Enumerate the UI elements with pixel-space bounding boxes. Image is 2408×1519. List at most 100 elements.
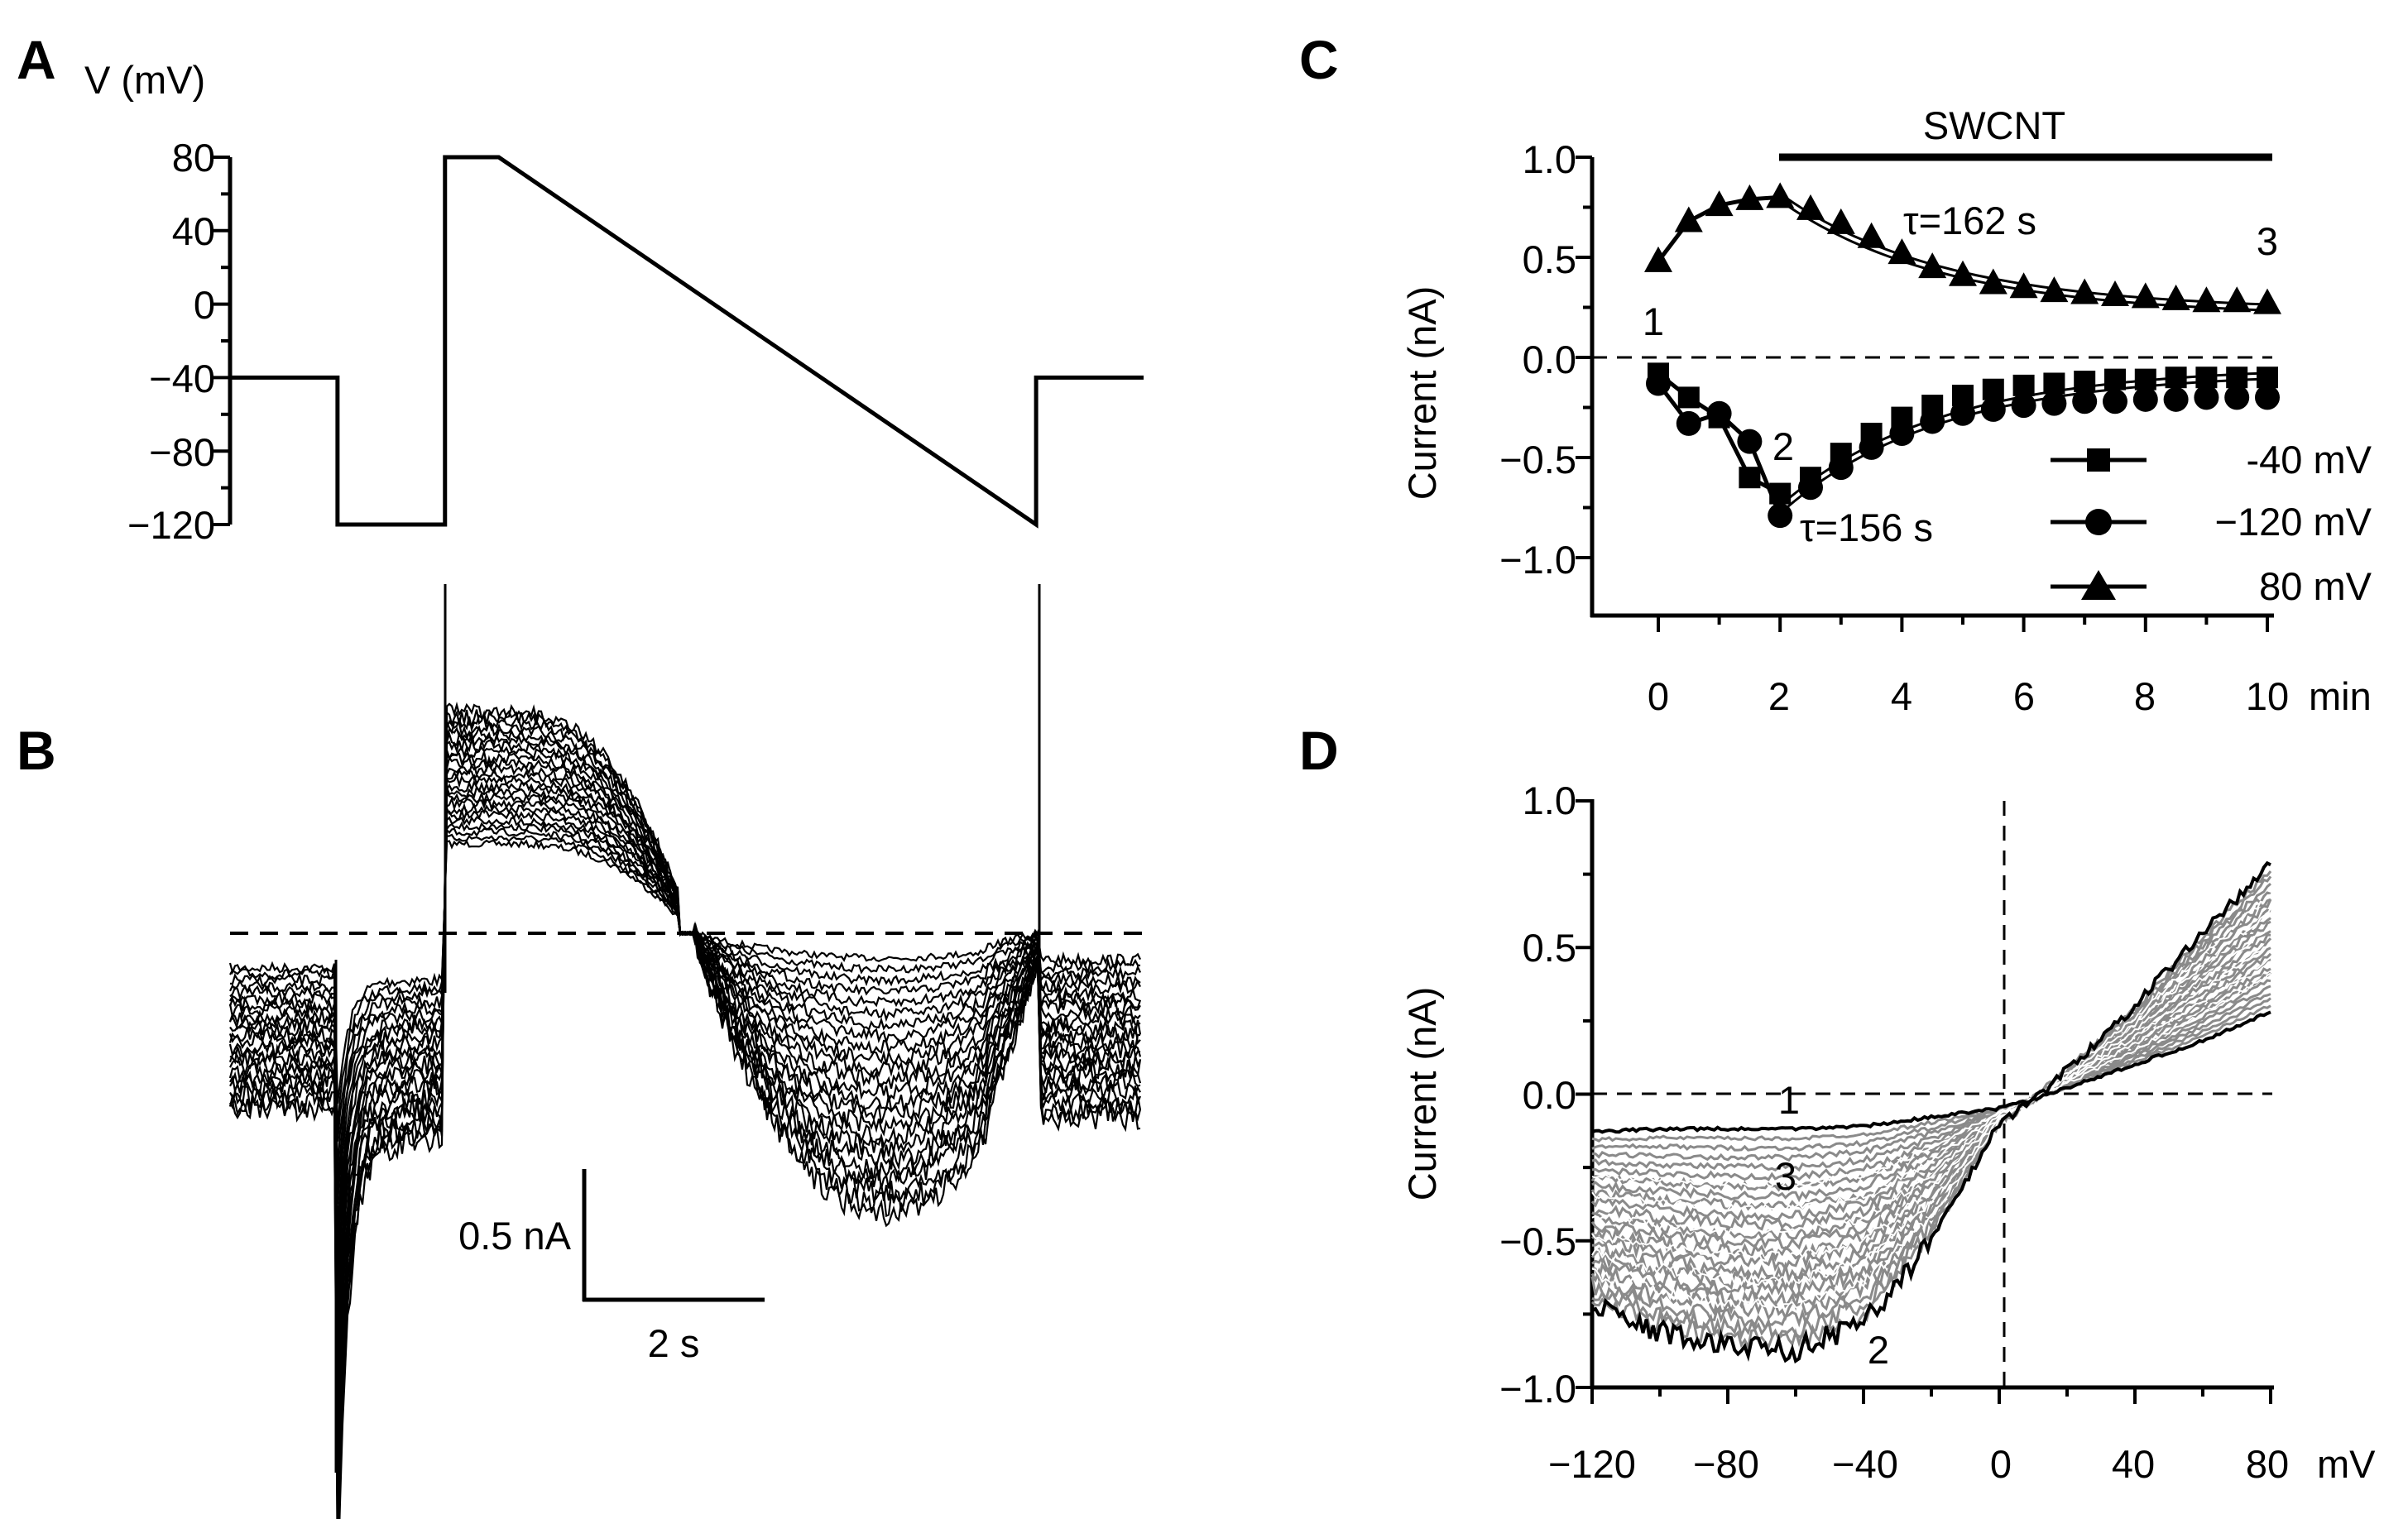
legend-triangle-marker xyxy=(2081,570,2116,600)
panel-c-point-square xyxy=(1677,386,1700,409)
panel-d-trace-white xyxy=(1591,956,2271,1212)
panel-d-xtick-label: 40 xyxy=(2112,1442,2155,1486)
panel-d-trace-white xyxy=(1591,943,2271,1237)
panel-c-point-square xyxy=(2195,367,2218,389)
panel-c-ytick-label: −0.5 xyxy=(1499,438,1576,482)
panel-c-point-triangle xyxy=(1979,268,2007,295)
panel-c-point-triangle xyxy=(2192,286,2221,313)
panel-c-point-circle xyxy=(1920,409,1945,434)
panel-d-xtick-label: −80 xyxy=(1693,1442,1759,1486)
panel-d-xtick-label: −120 xyxy=(1548,1442,1636,1486)
panel-c-point-circle xyxy=(1646,371,1671,396)
panel-d-trace-gray xyxy=(1591,917,2271,1283)
panel-a-voltage-protocol: V (mV) 80 40 0 −40 −80 −120 xyxy=(84,58,1144,547)
panel-c-point-circle xyxy=(1737,429,1763,454)
panel-d-xtick-label: 0 xyxy=(1990,1442,2012,1486)
panel-a-ticks xyxy=(213,156,230,526)
panel-b-trace xyxy=(229,714,1142,1519)
legend-square-marker xyxy=(2087,448,2110,472)
panel-c-time-course: 1.0 0.5 0.0 −0.5 −1.0 0 2 4 6 8 10 min C… xyxy=(1400,103,2372,718)
panel-b-current-traces: 0.5 nA 2 s xyxy=(228,584,1142,1519)
panel-b-trace xyxy=(229,701,1141,1519)
panel-d-trace-1 xyxy=(1591,1010,2271,1134)
panel-c-ylabel: Current (nA) xyxy=(1400,286,1444,501)
panel-b-trace xyxy=(229,725,1141,1490)
panel-c-ytick-label: −1.0 xyxy=(1499,538,1576,582)
legend-circle-marker xyxy=(2085,509,2112,535)
panel-c-point-square xyxy=(2165,367,2187,389)
panel-d-trace-gray xyxy=(1591,993,2271,1162)
panel-d-trace-gray xyxy=(1590,930,2271,1263)
panel-c-annotation-1: 1 xyxy=(1643,299,1664,343)
panel-d-xlabel: mV xyxy=(2317,1442,2376,1486)
panel-c-point-circle xyxy=(1828,455,1854,481)
panel-label-a: A xyxy=(17,29,56,90)
panel-c-point-circle xyxy=(1768,503,1793,529)
panel-d-ylabel: Current (nA) xyxy=(1400,987,1444,1201)
panel-a-ytick-label: 40 xyxy=(172,209,215,253)
panel-c-xtick-label: 4 xyxy=(1891,674,1912,718)
panel-d-trace-white xyxy=(1591,908,2271,1287)
panel-c-point-square xyxy=(2074,371,2096,393)
legend-label-m120: −120 mV xyxy=(2215,500,2372,544)
panel-d-trace-white xyxy=(1591,926,2271,1263)
panel-c-point-triangle xyxy=(2161,284,2190,310)
panel-c-annotation-2: 2 xyxy=(1772,424,1794,468)
panel-d-trace-gray xyxy=(1591,898,2271,1311)
panel-d-annotation-3: 3 xyxy=(1775,1154,1796,1198)
panel-c-xtick-label: 0 xyxy=(1648,674,1669,718)
panel-c-ticks xyxy=(1576,156,2269,632)
panel-c-point-circle xyxy=(2011,393,2036,419)
panel-c-ytick-label: 1.0 xyxy=(1523,137,1576,181)
panel-label-b: B xyxy=(17,720,56,781)
panel-d-ticks xyxy=(1576,799,2272,1404)
panel-d-trace-white xyxy=(1591,972,2271,1188)
panel-c-point-square xyxy=(1982,378,2004,400)
panel-d-ytick-label: 1.0 xyxy=(1523,779,1576,822)
panel-c-point-circle xyxy=(2163,386,2189,412)
panel-c-point-circle xyxy=(2255,385,2280,410)
panel-d-ytick-label: −0.5 xyxy=(1499,1220,1576,1263)
panel-c-point-circle xyxy=(1859,434,1884,460)
panel-c-point-triangle xyxy=(1735,184,1764,210)
panel-b-scalebar-current-label: 0.5 nA xyxy=(458,1214,572,1258)
panel-c-point-triangle xyxy=(1949,260,1977,286)
panel-d-trace-gray xyxy=(1591,946,2271,1231)
panel-c-tau-120mV: τ=156 s xyxy=(1800,506,1933,549)
panel-a-protocol-trace xyxy=(230,155,1144,529)
panel-c-point-circle xyxy=(1676,410,1701,436)
panel-c-point-triangle xyxy=(2253,288,2281,314)
panel-d-trace-2 xyxy=(1591,860,2271,1364)
panel-c-ytick-label: 0.0 xyxy=(1523,338,1576,381)
panel-c-point-circle xyxy=(2132,386,2158,412)
panel-c-point-square xyxy=(2134,368,2156,391)
panel-c-point-triangle xyxy=(1857,222,1886,248)
panel-label-c: C xyxy=(1299,29,1339,90)
panel-a-ytick-label: −80 xyxy=(149,430,215,474)
panel-d-trace-gray xyxy=(1591,967,2271,1203)
panel-c-point-circle xyxy=(1950,400,1975,426)
panel-c-tau-80mV: τ=162 s xyxy=(1903,199,2036,242)
panel-c-point-triangle xyxy=(2101,280,2129,306)
panel-c-point-triangle xyxy=(2223,286,2252,313)
panel-c-point-triangle xyxy=(2040,276,2069,303)
panel-a-ytick-label: 0 xyxy=(194,283,215,327)
panel-d-xtick-label: −40 xyxy=(1832,1442,1898,1486)
panel-c-point-triangle xyxy=(1888,238,1916,265)
panel-c-point-square xyxy=(1739,467,1761,489)
panel-c-xtick-label: 2 xyxy=(1768,674,1790,718)
panel-c-point-triangle xyxy=(2009,272,2038,299)
panel-c-annotation-3: 3 xyxy=(2257,219,2278,263)
panel-c-point-triangle xyxy=(1796,194,1825,220)
panel-c-point-triangle xyxy=(1826,208,1855,234)
panel-c-point-circle xyxy=(1706,400,1732,426)
panel-d-trace-gray xyxy=(1591,1004,2271,1143)
panel-d-ytick-label: 0.5 xyxy=(1523,926,1576,970)
panel-c-point-square xyxy=(2043,372,2065,395)
panel-c-point-square xyxy=(2226,367,2248,389)
panel-c-swcnt-label: SWCNT xyxy=(1923,103,2065,147)
panel-c-xtick-label: 6 xyxy=(2013,674,2035,718)
panel-d-trace-gray xyxy=(1590,952,2272,1222)
panel-c-point-circle xyxy=(2224,385,2250,410)
